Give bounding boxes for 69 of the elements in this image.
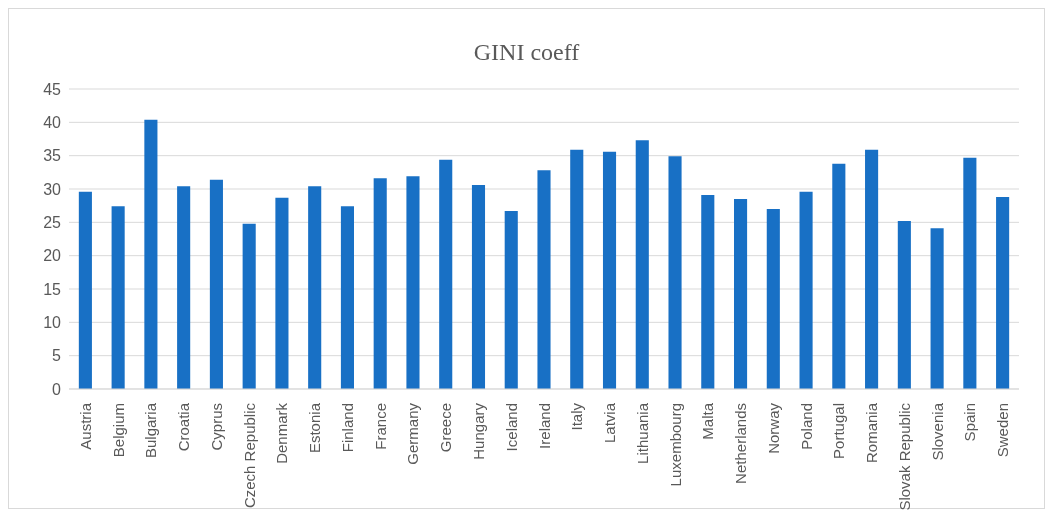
- bar: [144, 119, 158, 389]
- bar: [209, 179, 223, 389]
- bar: [766, 209, 780, 389]
- bar: [734, 199, 748, 389]
- bar: [439, 159, 453, 389]
- bar: [275, 197, 289, 389]
- x-tick-label: Lithuania: [633, 402, 651, 464]
- y-tick-label: 0: [52, 380, 62, 398]
- x-tick-label: Poland: [797, 403, 815, 450]
- x-tick-label: Slovenia: [928, 402, 946, 461]
- x-tick-label: Netherlands: [732, 403, 750, 484]
- bar: [504, 211, 518, 389]
- bar: [963, 157, 977, 389]
- bar: [78, 191, 92, 389]
- x-tick-label: Greece: [437, 403, 455, 453]
- bar: [668, 156, 682, 389]
- y-tick-label: 15: [43, 280, 62, 298]
- x-tick-label: Denmark: [273, 402, 291, 464]
- x-tick-label: Austria: [76, 402, 94, 450]
- x-tick-label: Bulgaria: [142, 402, 160, 459]
- bar: [242, 223, 256, 389]
- x-tick-label: Slovak Republic: [895, 402, 913, 511]
- y-tick-label: 40: [43, 114, 62, 132]
- bar: [340, 206, 354, 389]
- x-tick-label: Iceland: [502, 403, 520, 452]
- bar: [111, 206, 125, 389]
- bar: [897, 221, 911, 389]
- bar: [537, 170, 551, 389]
- y-tick-label: 30: [43, 180, 62, 198]
- x-tick-label: Romania: [863, 402, 881, 464]
- chart-title: GINI coeff: [472, 38, 581, 67]
- bar: [177, 186, 191, 389]
- bar: [308, 186, 322, 389]
- bar: [471, 185, 486, 389]
- x-tick-label: Latvia: [601, 402, 619, 444]
- x-tick-label: Luxembourg: [666, 403, 684, 487]
- bar: [570, 149, 584, 389]
- bar: [996, 197, 1010, 389]
- bar: [701, 195, 715, 389]
- x-tick-label: Czech Republic: [240, 402, 258, 509]
- x-tick-label: Malta: [699, 402, 717, 440]
- x-tick-label: Belgium: [109, 403, 127, 458]
- bar: [373, 178, 387, 389]
- x-tick-label: Sweden: [994, 403, 1012, 458]
- x-tick-label: France: [371, 403, 389, 450]
- y-tick-label: 35: [43, 147, 62, 165]
- x-tick-label: Portugal: [830, 403, 848, 459]
- bar: [602, 151, 617, 389]
- x-tick-label: Estonia: [306, 402, 324, 454]
- y-tick-label: 25: [43, 214, 62, 232]
- x-tick-label: Ireland: [535, 403, 553, 449]
- x-tick-label: Finland: [338, 403, 356, 453]
- x-tick-label: Cyprus: [207, 403, 225, 451]
- x-tick-label: Spain: [961, 403, 979, 442]
- bar: [799, 191, 813, 389]
- bar: [832, 163, 846, 389]
- x-tick-label: Italy: [568, 402, 586, 431]
- x-tick-label: Hungary: [469, 402, 487, 460]
- y-tick-label: 5: [52, 347, 62, 365]
- x-tick-label: Croatia: [175, 402, 193, 452]
- y-tick-label: 10: [43, 314, 62, 332]
- x-tick-label: Norway: [764, 402, 782, 454]
- bar: [865, 149, 879, 389]
- x-tick-label: Germany: [404, 402, 422, 465]
- bar: [406, 176, 420, 389]
- y-tick-label: 45: [43, 80, 62, 98]
- bar: [635, 140, 649, 389]
- bar: [930, 228, 944, 389]
- y-tick-label: 20: [43, 247, 62, 265]
